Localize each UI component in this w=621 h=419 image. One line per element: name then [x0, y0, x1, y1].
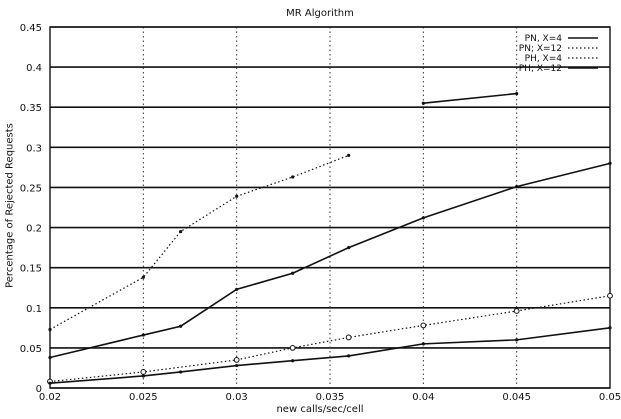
series-line — [49, 162, 611, 359]
data-point — [347, 246, 351, 250]
data-point — [141, 275, 145, 279]
data-point — [515, 91, 519, 96]
legend-label: PN, X=4 — [525, 34, 563, 44]
data-point — [48, 381, 52, 385]
data-point — [291, 271, 295, 275]
data-point — [347, 354, 351, 358]
data-point — [347, 153, 351, 157]
data-point — [140, 369, 147, 375]
x-tick-label: 0.04 — [412, 392, 434, 403]
x-tick-label: 0.05 — [599, 392, 621, 403]
data-point — [179, 324, 183, 328]
data-point — [515, 185, 519, 189]
data-point — [515, 338, 519, 342]
x-tick-label: 0.03 — [226, 392, 248, 403]
y-tick-label: 0.15 — [20, 264, 42, 275]
data-point — [608, 161, 612, 165]
y-tick-label: 0.45 — [20, 23, 42, 34]
data-point — [421, 342, 425, 346]
data-point — [179, 229, 183, 234]
series-line — [423, 92, 517, 105]
data-point — [421, 101, 425, 105]
data-point — [289, 344, 296, 351]
y-tick-label: 0.35 — [20, 103, 42, 114]
data-point — [235, 363, 239, 368]
data-point — [420, 322, 427, 329]
x-tick-label: 0.025 — [129, 392, 158, 403]
legend-label: PN; X=12 — [519, 44, 562, 54]
y-tick-label: 0.05 — [20, 344, 42, 355]
data-point — [291, 175, 295, 179]
plot-frame — [49, 26, 611, 389]
data-point — [141, 333, 145, 337]
y-tick-label: 0.4 — [26, 63, 42, 74]
x-axis-label: new calls/sec/cell — [276, 404, 364, 415]
data-point — [345, 334, 352, 341]
data-point — [608, 326, 612, 330]
legend-label: PH; X=12 — [519, 64, 562, 74]
y-tick-label: 0.1 — [26, 304, 42, 315]
legend-label: PH, X=4 — [525, 54, 563, 64]
y-tick-label: 0 — [36, 384, 42, 395]
data-point — [513, 308, 520, 314]
data-point — [179, 370, 183, 374]
chart-title: MR Algorithm — [286, 8, 354, 19]
data-point — [291, 359, 295, 363]
series-line — [49, 154, 349, 330]
data-point — [141, 374, 145, 378]
data-point — [607, 292, 613, 299]
data-point — [421, 216, 425, 220]
x-tick-label: 0.02 — [39, 392, 61, 403]
data-point — [233, 357, 240, 363]
y-axis-label: Percentage of Rejected Requests — [4, 123, 16, 288]
x-tick-label: 0.035 — [316, 392, 345, 403]
y-tick-label: 0.3 — [26, 143, 42, 154]
data-point — [235, 194, 239, 198]
y-tick-label: 0.25 — [20, 183, 42, 194]
series-line — [49, 295, 611, 383]
x-tick-label: 0.045 — [502, 392, 531, 403]
data-point — [48, 327, 52, 332]
data-point — [235, 287, 239, 291]
data-point — [48, 355, 52, 360]
y-tick-label: 0.2 — [26, 224, 42, 235]
